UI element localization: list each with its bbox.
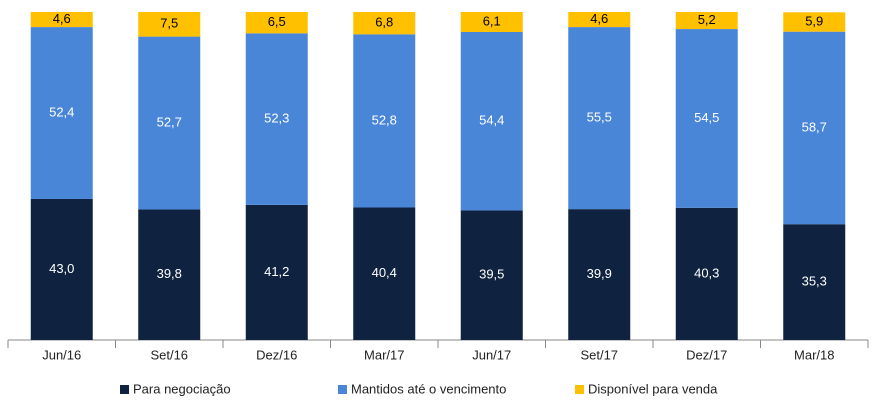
x-tick-label: Dez/17 — [686, 347, 727, 362]
x-tick-label: Mar/18 — [794, 347, 834, 362]
legend-label: Mantidos até o vencimento — [351, 381, 506, 396]
x-tick-label: Dez/16 — [256, 347, 297, 362]
legend-swatch — [338, 385, 347, 394]
bar-segment — [353, 207, 416, 340]
bar-segment — [675, 207, 738, 340]
bar-segment — [30, 27, 93, 199]
data-label: 39,5 — [479, 267, 504, 282]
data-label: 7,5 — [160, 16, 178, 31]
bar-segment — [353, 12, 416, 35]
bar-segment — [568, 12, 631, 28]
bar-segment — [460, 210, 523, 340]
data-label: 6,8 — [375, 15, 393, 30]
bar-segment — [138, 12, 201, 37]
bar-segment — [138, 209, 201, 340]
data-label: 58,7 — [802, 119, 827, 134]
x-tick-label: Jun/16 — [42, 347, 81, 362]
data-label: 39,9 — [587, 266, 612, 281]
data-label: 54,5 — [694, 110, 719, 125]
bar-segment — [30, 12, 93, 28]
x-tick-label: Jun/17 — [472, 347, 511, 362]
legend-label: Para negociação — [133, 381, 231, 396]
data-label: 4,6 — [53, 11, 71, 26]
data-label: 40,4 — [372, 265, 397, 280]
bar-segment — [460, 12, 523, 33]
bar-segment — [675, 12, 738, 30]
legend-swatch — [120, 385, 129, 394]
data-label: 4,6 — [590, 11, 608, 26]
bar-segment — [460, 32, 523, 211]
x-tick-label: Mar/17 — [364, 347, 404, 362]
data-label: 52,8 — [372, 112, 397, 127]
data-label: 55,5 — [587, 110, 612, 125]
data-label: 40,3 — [694, 265, 719, 280]
data-label: 6,5 — [268, 14, 286, 29]
bar-segment — [568, 27, 631, 210]
data-label: 39,8 — [157, 266, 182, 281]
bar-segment — [783, 12, 846, 32]
data-label: 52,3 — [264, 111, 289, 126]
data-label: 54,4 — [479, 113, 504, 128]
legend-label: Disponível para venda — [588, 381, 718, 396]
bar-segment — [783, 224, 846, 340]
bar-segment — [245, 33, 308, 205]
bar-segment — [783, 31, 846, 225]
bar-segment — [245, 204, 308, 340]
bar-segment — [568, 209, 631, 340]
bar-segment — [138, 36, 201, 210]
bar-segment — [675, 29, 738, 208]
data-label: 5,2 — [698, 12, 716, 27]
data-label: 52,7 — [157, 114, 182, 129]
x-tick-label: Set/16 — [150, 347, 188, 362]
bar-segment — [30, 198, 93, 340]
x-tick-label: Set/17 — [580, 347, 618, 362]
data-label: 52,4 — [49, 104, 74, 119]
data-label: 35,3 — [802, 274, 827, 289]
data-label: 5,9 — [805, 13, 823, 28]
data-label: 43,0 — [49, 261, 74, 276]
data-label: 6,1 — [483, 13, 501, 28]
bar-segment — [245, 12, 308, 34]
legend-swatch — [575, 385, 584, 394]
bar-segment — [353, 34, 416, 208]
data-label: 41,2 — [264, 264, 289, 279]
